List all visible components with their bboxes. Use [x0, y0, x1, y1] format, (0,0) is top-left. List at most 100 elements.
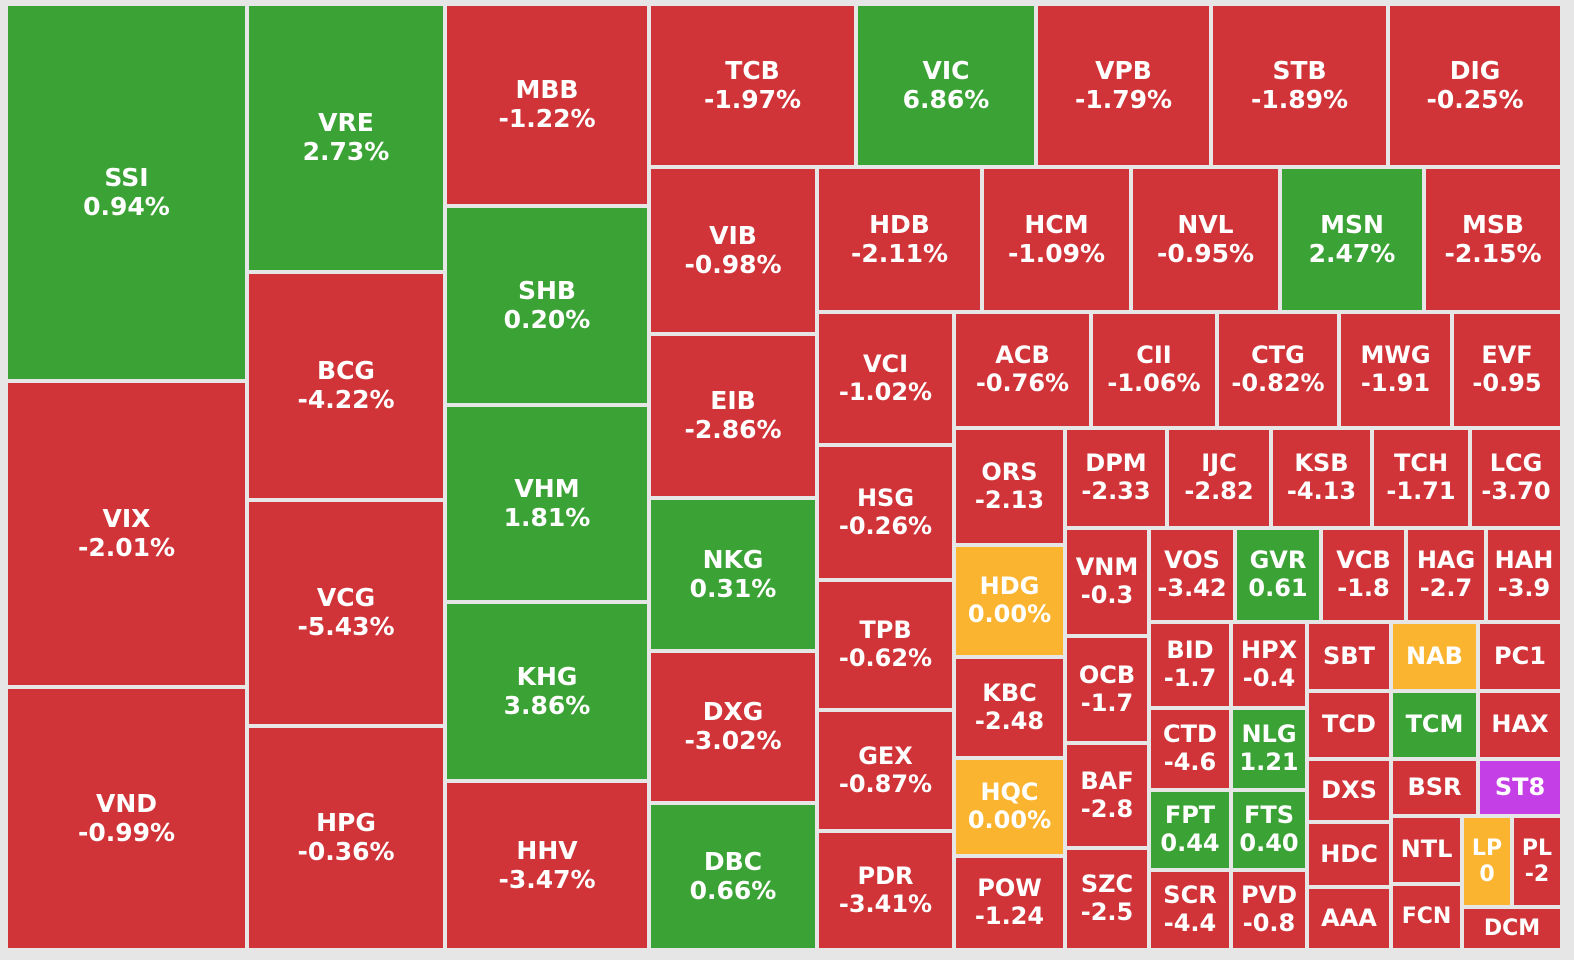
tile-nkg[interactable]: NKG 0.31%	[649, 498, 817, 651]
tile-fcn[interactable]: FCN	[1391, 884, 1462, 950]
tile-symbol: HQC	[980, 778, 1039, 807]
tile-symbol: SBT	[1323, 641, 1375, 670]
tile-pc1[interactable]: PC1	[1478, 622, 1562, 691]
tile-change: -1.8	[1337, 574, 1390, 602]
tile-ocb[interactable]: OCB -1.7	[1065, 636, 1149, 743]
tile-fts[interactable]: FTS 0.40	[1231, 790, 1307, 870]
tile-pow[interactable]: POW -1.24	[954, 856, 1065, 950]
tile-evf[interactable]: EVF -0.95	[1452, 312, 1562, 428]
tile-aaa[interactable]: AAA	[1307, 887, 1391, 950]
tile-hqc[interactable]: HQC 0.00%	[954, 758, 1065, 856]
tile-cii[interactable]: CII -1.06%	[1091, 312, 1217, 428]
tile-scr[interactable]: SCR -4.4	[1149, 870, 1231, 950]
tile-hhv[interactable]: HHV -3.47%	[445, 781, 649, 950]
tile-bid[interactable]: BID -1.7	[1149, 622, 1231, 708]
tile-ijc[interactable]: IJC -2.82	[1167, 428, 1271, 528]
tile-hdb[interactable]: HDB -2.11%	[817, 167, 982, 312]
tile-kbc[interactable]: KBC -2.48	[954, 657, 1065, 758]
tile-acb[interactable]: ACB -0.76%	[954, 312, 1091, 428]
tile-change: -5.43%	[297, 612, 395, 641]
tile-vcg[interactable]: VCG -5.43%	[247, 500, 445, 726]
tile-symbol: GVR	[1249, 546, 1307, 575]
tile-vpb[interactable]: VPB -1.79%	[1036, 4, 1211, 167]
tile-symbol: HPG	[316, 808, 376, 838]
tile-symbol: NTL	[1400, 835, 1453, 864]
tile-nab[interactable]: NAB	[1391, 622, 1478, 691]
tile-msn[interactable]: MSN 2.47%	[1280, 167, 1424, 312]
tile-baf[interactable]: BAF -2.8	[1065, 743, 1149, 848]
tile-msb[interactable]: MSB -2.15%	[1424, 167, 1562, 312]
tile-sbt[interactable]: SBT	[1307, 622, 1391, 691]
tile-vnm[interactable]: VNM -0.3	[1065, 528, 1149, 636]
tile-change: -0.25%	[1426, 84, 1524, 114]
tile-st8[interactable]: ST8	[1478, 759, 1562, 816]
tile-shb[interactable]: SHB 0.20%	[445, 206, 649, 405]
tile-hpx[interactable]: HPX -0.4	[1231, 622, 1307, 708]
tile-gex[interactable]: GEX -0.87%	[817, 710, 954, 831]
tile-ssi[interactable]: SSI 0.94%	[6, 4, 247, 381]
tile-tcm[interactable]: TCM	[1391, 691, 1478, 759]
tile-vcb[interactable]: VCB -1.8	[1321, 528, 1406, 622]
tile-vhm[interactable]: VHM 1.81%	[445, 405, 649, 602]
tile-eib[interactable]: EIB -2.86%	[649, 334, 817, 498]
tile-pvd[interactable]: PVD -0.8	[1231, 870, 1307, 950]
tile-symbol: PVD	[1240, 881, 1298, 910]
tile-dxg[interactable]: DXG -3.02%	[649, 651, 817, 803]
tile-dxs[interactable]: DXS	[1307, 759, 1391, 822]
tile-pdr[interactable]: PDR -3.41%	[817, 831, 954, 950]
tile-ksb[interactable]: KSB -4.13	[1271, 428, 1372, 528]
tile-symbol: IJC	[1201, 449, 1237, 478]
tile-gvr[interactable]: GVR 0.61	[1235, 528, 1321, 622]
tile-symbol: LP	[1471, 836, 1503, 862]
tile-tpb[interactable]: TPB -0.62%	[817, 580, 954, 710]
tile-symbol: BSR	[1407, 772, 1462, 801]
tile-dig[interactable]: DIG -0.25%	[1388, 4, 1562, 167]
tile-szc[interactable]: SZC -2.5	[1065, 848, 1149, 950]
tile-hah[interactable]: HAH -3.9	[1486, 528, 1562, 622]
tile-mwg[interactable]: MWG -1.91	[1339, 312, 1452, 428]
tile-ctg[interactable]: CTG -0.82%	[1217, 312, 1339, 428]
tile-dpm[interactable]: DPM -2.33	[1065, 428, 1167, 528]
tile-fpt[interactable]: FPT 0.44	[1149, 790, 1231, 870]
tile-symbol: HCM	[1024, 209, 1089, 239]
tile-dcm[interactable]: DCM	[1462, 907, 1562, 950]
tile-hdc[interactable]: HDC	[1307, 822, 1391, 887]
tile-hax[interactable]: HAX	[1478, 691, 1562, 759]
tile-vic[interactable]: VIC 6.86%	[856, 4, 1036, 167]
tile-hdg[interactable]: HDG 0.00%	[954, 545, 1065, 657]
tile-symbol: KHG	[516, 661, 578, 691]
tile-nlg[interactable]: NLG 1.21	[1231, 708, 1307, 790]
tile-vnd[interactable]: VND -0.99%	[6, 687, 247, 950]
tile-pl[interactable]: PL -2	[1512, 816, 1562, 907]
tile-vci[interactable]: VCI -1.02%	[817, 312, 954, 445]
tile-change: -2.82	[1184, 477, 1254, 505]
tile-ors[interactable]: ORS -2.13	[954, 428, 1065, 545]
tile-bsr[interactable]: BSR	[1391, 759, 1478, 816]
tile-vib[interactable]: VIB -0.98%	[649, 167, 817, 334]
tile-vos[interactable]: VOS -3.42	[1149, 528, 1235, 622]
tile-hsg[interactable]: HSG -0.26%	[817, 445, 954, 580]
tile-hpg[interactable]: HPG -0.36%	[247, 726, 445, 950]
tile-change: -1.7	[1163, 664, 1217, 692]
tile-vix[interactable]: VIX -2.01%	[6, 381, 247, 687]
tile-ntl[interactable]: NTL	[1391, 816, 1462, 884]
tile-hag[interactable]: HAG -2.7	[1406, 528, 1486, 622]
tile-symbol: BID	[1166, 636, 1214, 665]
tile-bcg[interactable]: BCG -4.22%	[247, 272, 445, 500]
tile-change: -2.01%	[77, 533, 176, 562]
tile-mbb[interactable]: MBB -1.22%	[445, 4, 649, 206]
tile-tch[interactable]: TCH -1.71	[1372, 428, 1470, 528]
tile-symbol: SHB	[518, 275, 576, 305]
tile-hcm[interactable]: HCM -1.09%	[982, 167, 1131, 312]
tile-lcg[interactable]: LCG -3.70	[1470, 428, 1562, 528]
tile-lp[interactable]: LP 0	[1462, 816, 1512, 907]
tile-change: 0.40	[1239, 829, 1299, 857]
tile-vre[interactable]: VRE 2.73%	[247, 4, 445, 272]
tile-stb[interactable]: STB -1.89%	[1211, 4, 1388, 167]
tile-tcb[interactable]: TCB -1.97%	[649, 4, 856, 167]
tile-tcd[interactable]: TCD	[1307, 691, 1391, 759]
tile-ctd[interactable]: CTD -4.6	[1149, 708, 1231, 790]
tile-khg[interactable]: KHG 3.86%	[445, 602, 649, 781]
tile-dbc[interactable]: DBC 0.66%	[649, 803, 817, 950]
tile-nvl[interactable]: NVL -0.95%	[1131, 167, 1280, 312]
